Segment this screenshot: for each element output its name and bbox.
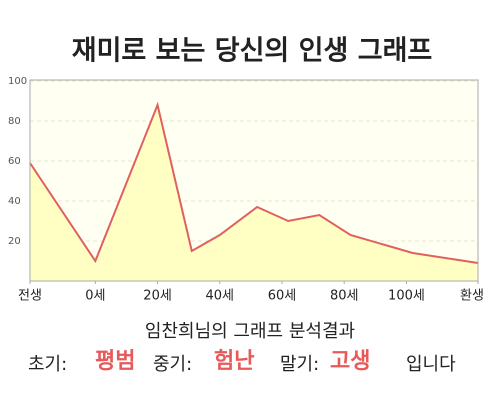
area — [30, 105, 478, 281]
y-tick-label: 80 — [8, 116, 21, 127]
result-title: 임찬희님의 그래프 분석결과 — [145, 321, 355, 342]
result-value: 평범 — [95, 349, 135, 374]
result-label: 중기: — [153, 354, 192, 375]
y-tick-label: 20 — [8, 236, 21, 247]
result-label: 초기: — [28, 354, 67, 375]
chart-title: 재미로 보는 당신의 인생 그래프 — [72, 36, 433, 67]
result-value: 고생 — [330, 349, 370, 374]
result-value: 험난 — [214, 348, 254, 374]
x-tick-label: 전생 — [18, 289, 42, 304]
result-suffix: 입니다 — [406, 354, 456, 375]
y-tick-label: 100 — [8, 76, 27, 87]
x-tick-label: 20세 — [143, 289, 172, 304]
line — [29, 101, 479, 264]
x-tick-label: 100세 — [388, 289, 425, 304]
result-label: 말기: — [280, 354, 319, 375]
plot-area — [29, 79, 479, 282]
y-tick-label: 60 — [8, 156, 21, 167]
x-tick-label: 0세 — [85, 289, 105, 304]
x-tick-label: 환생 — [460, 289, 484, 304]
x-tick-label: 80세 — [330, 289, 359, 304]
x-tick-label: 60세 — [268, 289, 297, 304]
y-tick-label: 40 — [8, 196, 21, 207]
x-tick-label: 40세 — [206, 289, 235, 304]
